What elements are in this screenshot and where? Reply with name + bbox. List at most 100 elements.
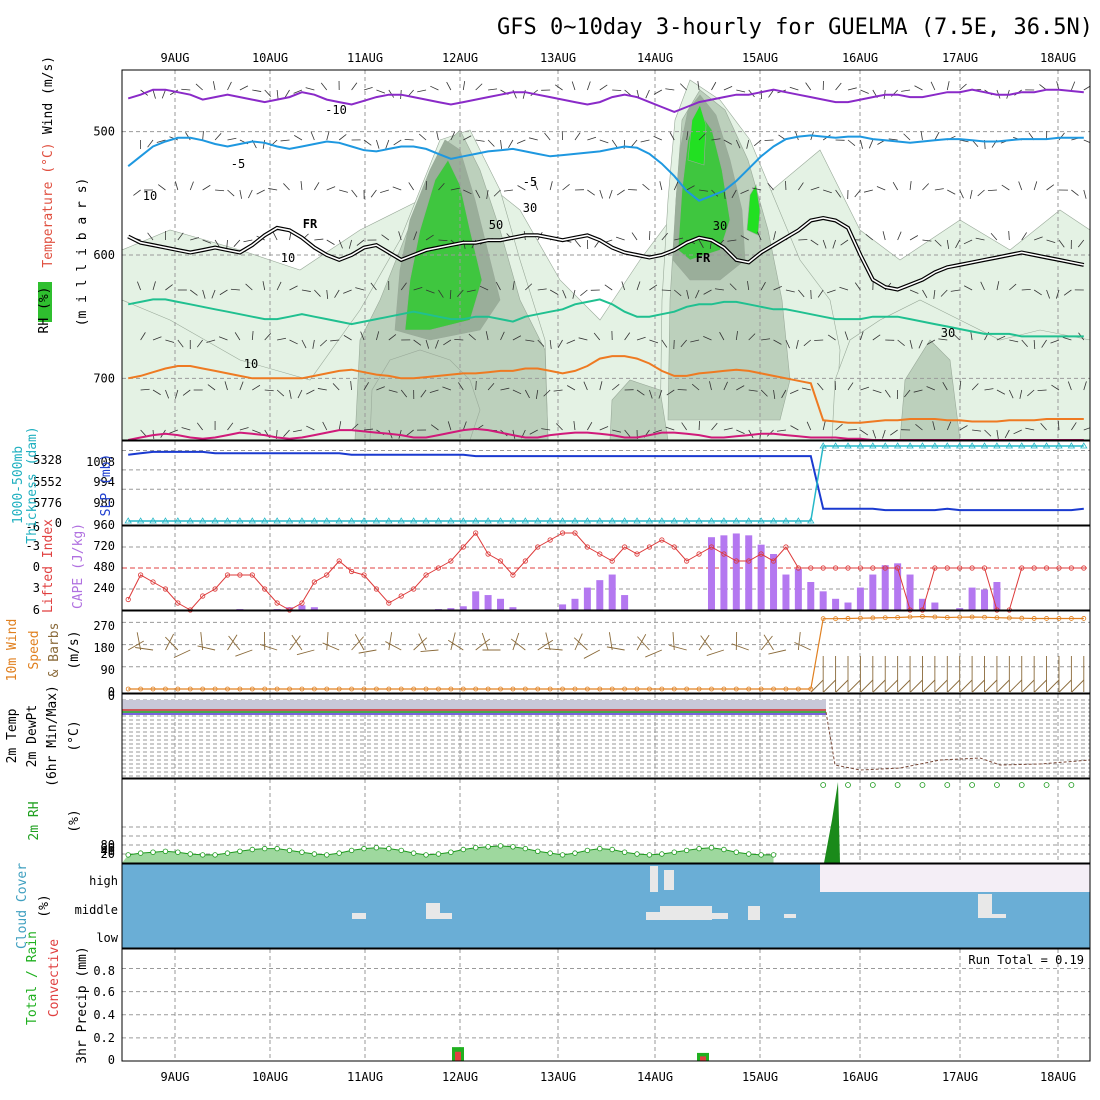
precip-frame	[121, 948, 1091, 1062]
thickness-marker	[447, 517, 455, 524]
wind-barb	[593, 332, 601, 341]
wind-barb	[572, 289, 576, 299]
thickness-level-label: 1000-500mb	[11, 446, 26, 524]
wind-barb	[1025, 427, 1035, 431]
bottom-date-axis: 9AUG 10AUG 11AUG 12AUG 13AUG 14AUG 15AUG 16AUG 1…	[161, 1070, 1077, 1084]
wind-barb	[245, 283, 253, 291]
wind-barb	[147, 139, 154, 148]
thickness-marker	[596, 517, 604, 524]
wind10m-speed-marker	[175, 686, 181, 692]
lifted-index-tick-label: -6	[26, 520, 40, 534]
wind10m-speed-marker	[969, 614, 975, 620]
thickness-marker	[943, 442, 951, 449]
wind-barb	[801, 387, 811, 391]
thickness-marker	[422, 517, 430, 524]
wind-barb	[1027, 389, 1035, 397]
wind-barb	[1071, 189, 1079, 196]
cape-tick-label: 240	[93, 581, 115, 595]
wind-barb	[319, 339, 328, 347]
temperature-axis-label: Temperature (°C)	[41, 142, 56, 267]
lifted-index-marker	[125, 596, 131, 603]
wind-barb	[406, 429, 414, 436]
wind-barb	[946, 421, 952, 431]
wind-barb	[573, 421, 576, 431]
wind-barb	[462, 421, 467, 431]
wind-barb	[137, 281, 141, 291]
wind-barb	[817, 382, 824, 391]
top-date-tick: 12AUG	[442, 51, 478, 65]
wind-barb	[1083, 85, 1090, 91]
thickness-marker	[273, 517, 281, 524]
thickness-marker	[807, 517, 815, 524]
wind10m-barb	[512, 632, 520, 651]
lifted-index-marker	[584, 544, 590, 550]
wind-barb	[580, 289, 588, 296]
wind-barb	[562, 184, 570, 191]
lifted-index-marker	[522, 558, 528, 564]
cape-bar	[807, 582, 815, 610]
rh-contour-region	[609, 379, 669, 440]
wind-barb	[827, 334, 836, 341]
lifted-index-marker	[832, 565, 839, 571]
wind10m-speed-marker	[547, 686, 553, 692]
wind-barb	[218, 336, 228, 341]
wind10m-barb	[608, 632, 613, 651]
wind10m-barb	[165, 636, 179, 651]
wind10m-barb	[606, 646, 625, 651]
precip-total-label: Total / Rain	[25, 931, 40, 1025]
wind-barb	[276, 89, 279, 99]
cloud-panel: high middle low	[75, 863, 1091, 949]
wind-barb	[152, 336, 162, 341]
wind-barb	[863, 189, 873, 193]
wind-barb	[206, 339, 216, 343]
top-date-tick: 11AUG	[347, 51, 383, 65]
top-date-tick: 16AUG	[842, 51, 878, 65]
wind-barb	[268, 188, 278, 191]
thickness-marker	[521, 517, 530, 524]
wind10m-speed-marker	[1081, 616, 1087, 621]
wind10m-barb	[544, 647, 563, 651]
cape-bar	[298, 605, 306, 610]
wind-barb	[1077, 239, 1085, 248]
wind-barb	[1001, 184, 1010, 191]
run-total-label: Run Total = 0.19	[968, 953, 1084, 967]
thickness-marker	[248, 517, 257, 524]
precip-convective-bar	[455, 1051, 461, 1061]
wind-barb	[339, 189, 348, 193]
rh2m-marker	[869, 782, 876, 788]
wind-barb	[294, 135, 303, 141]
temp2m-panel: 0	[108, 689, 1091, 779]
wind-barb	[212, 81, 216, 91]
wind-barb	[376, 331, 380, 341]
wind-barb	[860, 386, 870, 391]
cloud-patch	[978, 894, 992, 918]
wind10m-barb-flag	[823, 679, 836, 693]
wind-barb	[798, 182, 804, 191]
wind-barb	[1050, 339, 1060, 344]
wind-barb	[959, 83, 967, 91]
wind-barb	[680, 339, 687, 348]
wind-barb	[388, 334, 397, 341]
bottom-date-tick: 13AUG	[540, 1070, 576, 1084]
pressure-tick-label: 700	[93, 371, 115, 385]
bottom-date-tick: 18AUG	[1040, 1070, 1076, 1084]
wind-barb	[918, 339, 923, 349]
wind-barb	[181, 88, 191, 91]
wind10m-speed-marker	[374, 686, 379, 692]
wind-barb	[789, 86, 799, 91]
wind-barb	[533, 181, 539, 191]
wind-barb	[207, 384, 216, 391]
wind10m-speed-marker	[460, 686, 466, 692]
wind-barb	[748, 389, 758, 392]
cape-bar	[956, 608, 964, 610]
contour-label: 10	[244, 357, 258, 371]
lifted-index-marker	[510, 572, 516, 578]
lifted-index-marker	[845, 565, 851, 571]
wind-barb	[443, 339, 452, 346]
wind-barb	[773, 285, 782, 291]
lifted-index-marker	[708, 544, 715, 550]
lifted-index-marker	[497, 558, 504, 564]
wind-barb	[890, 429, 898, 436]
wind-barb	[587, 81, 591, 91]
wind10m-barb	[385, 641, 402, 651]
